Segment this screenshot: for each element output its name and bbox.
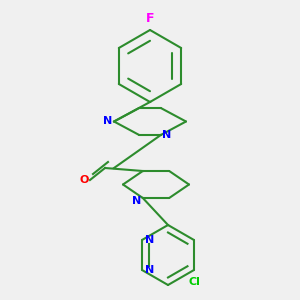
Text: N: N [103, 116, 112, 127]
Text: N: N [162, 130, 171, 140]
Text: N: N [145, 265, 154, 275]
Text: N: N [145, 235, 154, 245]
Text: F: F [146, 11, 154, 25]
Text: O: O [79, 175, 89, 185]
Text: N: N [132, 196, 141, 206]
Text: Cl: Cl [188, 277, 200, 287]
